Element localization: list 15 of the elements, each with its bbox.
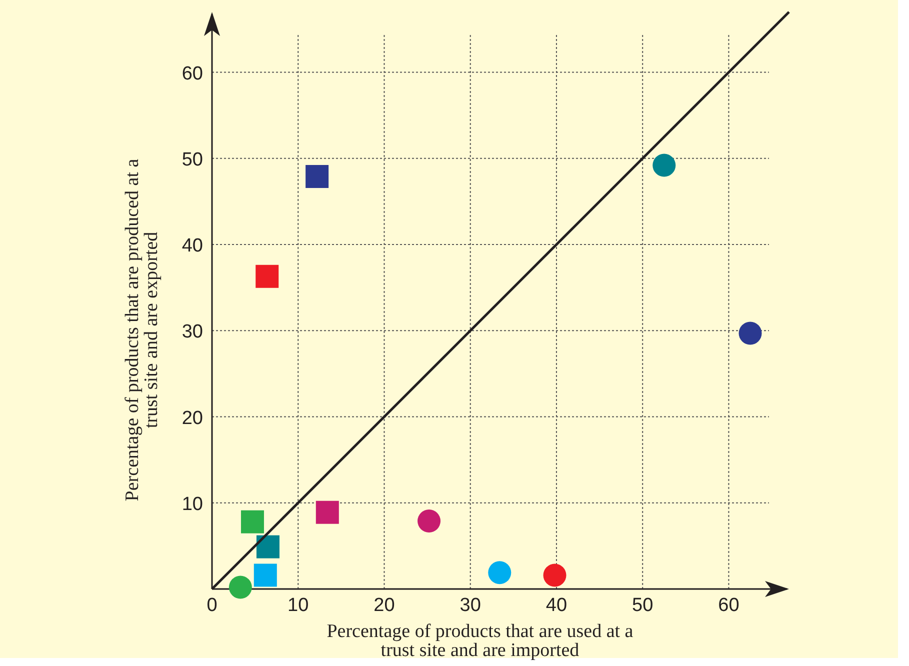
x-tick-label: 40: [546, 595, 568, 616]
x-tick-label: 10: [288, 595, 309, 616]
x-tick-label: 30: [460, 595, 481, 616]
x-tick-label: 50: [632, 595, 654, 616]
y-tick-label: 40: [182, 236, 203, 257]
y-tick-label: 20: [182, 408, 203, 429]
y-tick-label: 30: [182, 322, 203, 343]
x-tick-label: 60: [718, 595, 740, 616]
y-tick-label: 60: [182, 63, 203, 84]
y-tick-label: 50: [182, 149, 203, 170]
y-tick-label: 10: [182, 494, 203, 515]
y-axis-title: Percentage of products that are produced at a trust site and are exported: [122, 158, 162, 502]
x-tick-label: 20: [374, 595, 395, 616]
x-tick-label: 0: [206, 595, 218, 616]
x-axis-title: Percentage of products that are used at a trust site and are imported: [326, 621, 634, 661]
